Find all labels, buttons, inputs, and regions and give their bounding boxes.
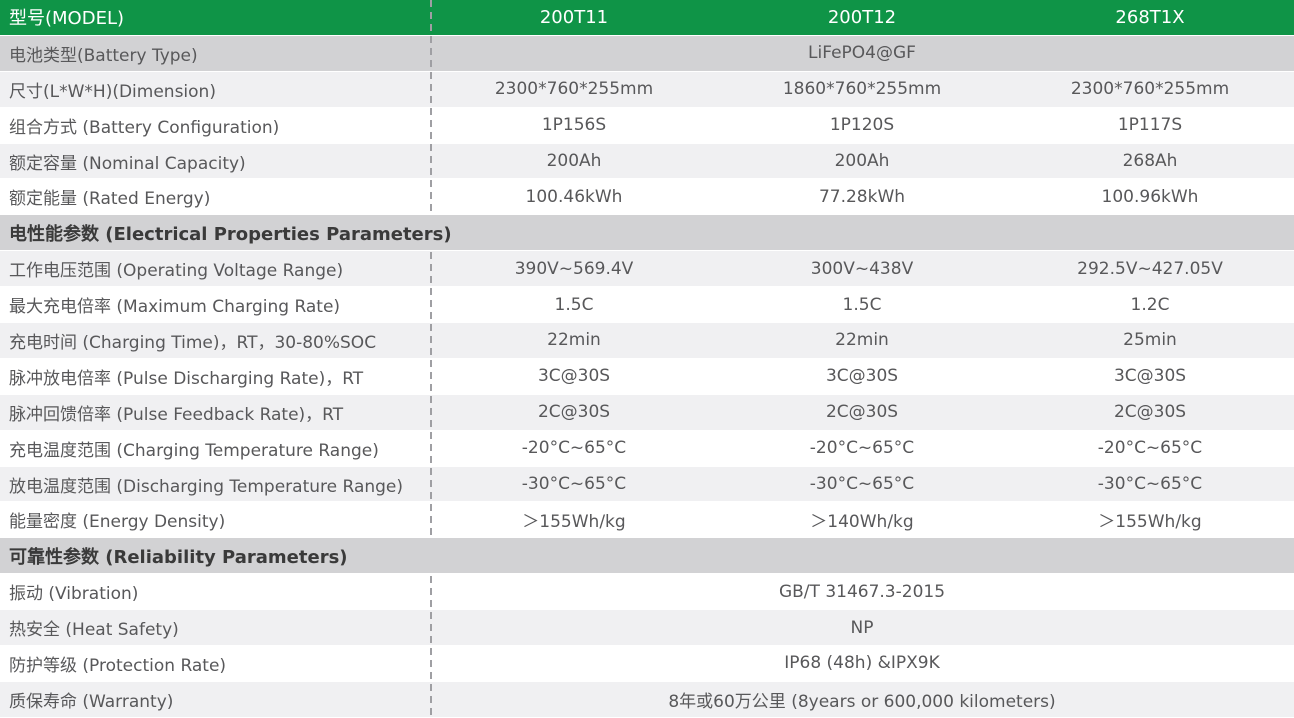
table-header-row: 型号(MODEL) 200T11 200T12 268T1X: [0, 0, 1294, 36]
table-row: 最大充电倍率 (Maximum Charging Rate) 1.5C 1.5C 1.…: [0, 287, 1294, 324]
cell-value: 25min: [1123, 330, 1177, 351]
row-label: 尺寸(L*W*H)(Dimension): [9, 81, 216, 102]
row-label: 充电时间 (Charging Time)，RT，30-80%SOC: [9, 332, 377, 353]
table-row: 额定容量 (Nominal Capacity) 200Ah 200Ah 268Ah: [0, 143, 1294, 180]
row-label: 额定能量 (Rated Energy): [9, 189, 211, 210]
row-label: 组合方式 (Battery Configuration): [9, 117, 280, 138]
cell-value: 200Ah: [834, 151, 890, 171]
table-row: 工作电压范围 (Operating Voltage Range) 390V~569…: [0, 251, 1294, 288]
table-row: 额定能量 (Rated Energy) 100.46kWh 77.28kWh 100.…: [0, 179, 1294, 216]
row-label: 脉冲回馈倍率 (Pulse Feedback Rate)，RT: [9, 404, 344, 425]
header-model-col-1: 200T11: [539, 6, 609, 28]
cell-value-merged: IP68 (48h) &IPX9K: [784, 653, 940, 674]
cell-value: 77.28kWh: [818, 186, 906, 207]
cell-value: 292.5V~427.05V: [1077, 258, 1223, 279]
cell-value: 2C@30S: [537, 402, 611, 423]
cell-value: 2C@30S: [1113, 402, 1187, 423]
cell-value: -20°C~65°C: [809, 438, 915, 459]
cell-value: 2300*760*255mm: [494, 79, 654, 100]
cell-value: -30°C~65°C: [1097, 474, 1203, 495]
header-model-col-3: 268T1X: [1115, 6, 1185, 28]
row-label: 额定容量 (Nominal Capacity): [9, 153, 246, 174]
header-model-col-2: 200T12: [827, 6, 897, 28]
cell-value: 390V~569.4V: [514, 258, 634, 279]
cell-value: -30°C~65°C: [809, 474, 915, 495]
cell-value: 1.5C: [842, 294, 882, 315]
table-row: 尺寸(L*W*H)(Dimension) 2300*760*255mm 1860*7…: [0, 71, 1294, 108]
table-row: 能量密度 (Energy Density) ＞155Wh/kg ＞140Wh/kg ＞…: [0, 502, 1294, 539]
row-label: 充电温度范围 (Charging Temperature Range): [9, 440, 379, 461]
table-row: 放电温度范围 (Discharging Temperature Range) -3…: [0, 466, 1294, 503]
cell-value: 1.5C: [554, 294, 594, 315]
cell-value: -30°C~65°C: [521, 474, 627, 495]
cell-value: 1P117S: [1117, 115, 1183, 136]
row-label: 热安全 (Heat Safety): [9, 620, 179, 641]
cell-value: -20°C~65°C: [521, 438, 627, 459]
row-label: 最大充电倍率 (Maximum Charging Rate): [9, 297, 341, 318]
cell-value: 100.46kWh: [525, 186, 623, 207]
cell-value: 1P156S: [541, 115, 607, 136]
table-row: 防护等级 (Protection Rate) IP68 (48h) &IPX9K: [0, 646, 1294, 682]
table-row: 质保寿命 (Warranty) 8年或60万公里 (8years or 600,0…: [0, 681, 1294, 718]
cell-value-merged: NP: [850, 617, 874, 638]
section-header-row: 可靠性参数 (Reliability Parameters): [0, 538, 1294, 575]
cell-value-merged: GB/T 31467.3-2015: [778, 581, 946, 602]
cell-value: 1P120S: [829, 115, 895, 136]
cell-value: 268Ah: [1122, 151, 1178, 171]
cell-value-merged: 8年或60万公里 (8years or 600,000 kilometers): [668, 691, 1056, 712]
cell-value: 3C@30S: [1113, 366, 1187, 387]
table-row: 充电温度范围 (Charging Temperature Range) -20°C…: [0, 430, 1294, 467]
cell-value: 3C@30S: [537, 366, 611, 387]
cell-value: 100.96kWh: [1101, 186, 1199, 207]
header-model-label: 型号(MODEL): [9, 8, 125, 30]
cell-value: ＞140Wh/kg: [810, 512, 914, 533]
row-label: 振动 (Vibration): [9, 584, 139, 605]
cell-value: 2C@30S: [825, 402, 899, 423]
row-label: 电性能参数 (Electrical Properties Parameters): [9, 223, 452, 245]
row-label: 工作电压范围 (Operating Voltage Range): [9, 261, 344, 282]
table-row: 组合方式 (Battery Configuration) 1P156S 1P120S…: [0, 107, 1294, 144]
row-label: 质保寿命 (Warranty): [9, 691, 174, 712]
row-label: 能量密度 (Energy Density): [9, 512, 226, 533]
cell-value: 3C@30S: [825, 366, 899, 387]
cell-value: 200Ah: [546, 151, 602, 171]
table-row: 振动 (Vibration) GB/T 31467.3-2015: [0, 574, 1294, 611]
section-header-row: 电性能参数 (Electrical Properties Parameters): [0, 215, 1294, 252]
cell-value: 2300*760*255mm: [1070, 79, 1230, 100]
cell-value: 1.2C: [1130, 294, 1170, 315]
cell-value: 22min: [835, 330, 889, 351]
row-label: 防护等级 (Protection Rate): [9, 655, 227, 676]
table-row: 脉冲放电倍率 (Pulse Discharging Rate)，RT 3C@30S…: [0, 358, 1294, 395]
table-row: 热安全 (Heat Safety) NP: [0, 610, 1294, 647]
cell-value: ＞155Wh/kg: [1098, 512, 1202, 533]
cell-value: 1860*760*255mm: [782, 79, 942, 100]
row-label: 电池类型(Battery Type): [9, 45, 198, 66]
cell-value: ＞155Wh/kg: [522, 512, 626, 533]
cell-value: -20°C~65°C: [1097, 438, 1203, 459]
row-label: 放电温度范围 (Discharging Temperature Range): [9, 476, 404, 497]
cell-value: 22min: [547, 330, 601, 351]
cell-value-merged: LiFePO4@GF: [808, 43, 916, 64]
cell-value: 300V~438V: [810, 258, 914, 279]
row-label: 可靠性参数 (Reliability Parameters): [9, 546, 348, 568]
table-body: 电池类型(Battery Type) LiFePO4@GF 尺寸(L*W*H)(Di…: [0, 35, 1294, 718]
table-row: 充电时间 (Charging Time)，RT，30-80%SOC 22min 22…: [0, 323, 1294, 359]
table-row: 脉冲回馈倍率 (Pulse Feedback Rate)，RT 2C@30S 2C@…: [0, 394, 1294, 431]
row-label: 脉冲放电倍率 (Pulse Discharging Rate)，RT: [9, 368, 364, 389]
table-row: 电池类型(Battery Type) LiFePO4@GF: [0, 35, 1294, 72]
